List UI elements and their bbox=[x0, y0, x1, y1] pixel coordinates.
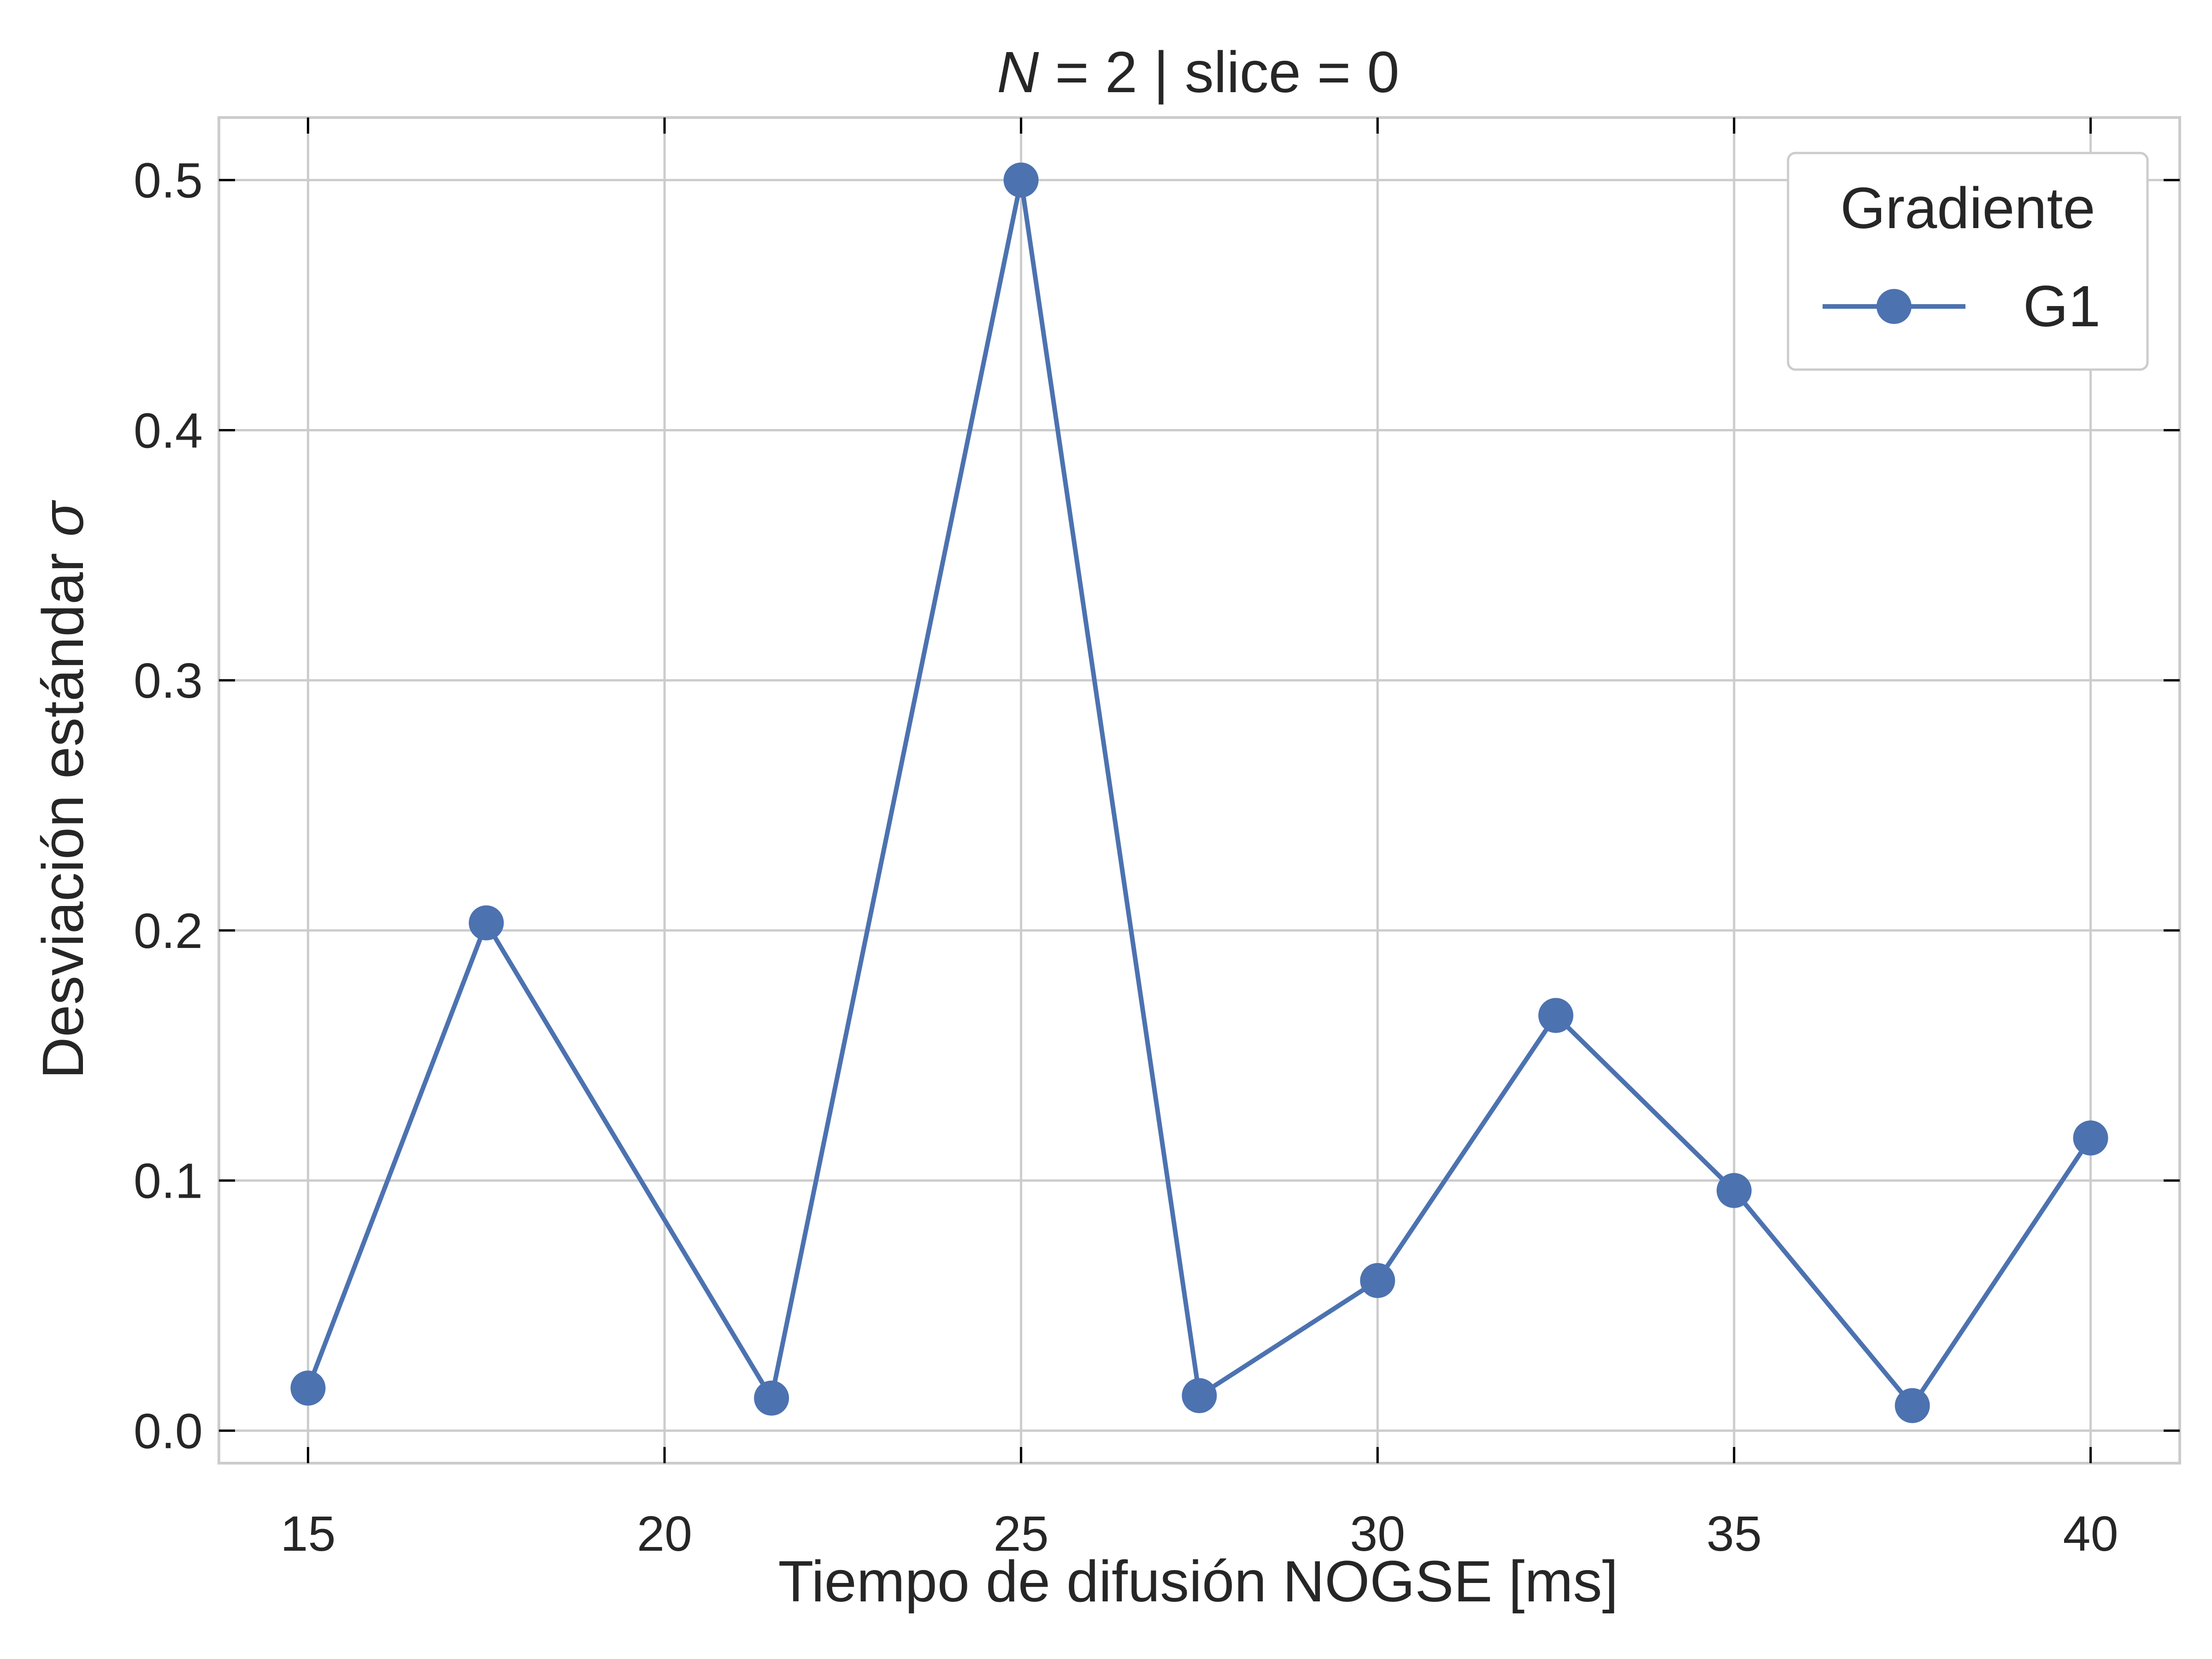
y-tick-label: 0.2 bbox=[134, 903, 203, 959]
data-point-g1 bbox=[1894, 1388, 1930, 1424]
chart-title-variable: N bbox=[997, 40, 1039, 105]
x-tick-label: 35 bbox=[1706, 1506, 1762, 1561]
tick-marks bbox=[219, 118, 2180, 1463]
series-layer bbox=[290, 162, 2108, 1424]
y-tick-labels: 0.0 0.1 0.2 0.3 0.4 0.5 bbox=[134, 153, 203, 1459]
data-point-g1 bbox=[1716, 1173, 1752, 1208]
y-axis-label: Desviación estándar σ bbox=[30, 500, 95, 1079]
data-point-g1 bbox=[1360, 1263, 1395, 1298]
chart-title: N = 2 | slice = 0 bbox=[997, 40, 1399, 105]
chart-title-rest: = 2 | slice = 0 bbox=[1039, 40, 1399, 105]
data-point-g1 bbox=[290, 1371, 326, 1406]
x-tick-label: 15 bbox=[280, 1506, 335, 1561]
legend-box bbox=[1787, 152, 2149, 371]
data-point-g1 bbox=[1538, 998, 1574, 1033]
y-tick-label: 0.3 bbox=[134, 653, 203, 708]
x-tick-label: 40 bbox=[2063, 1506, 2118, 1561]
data-point-g1 bbox=[1182, 1378, 1217, 1413]
data-point-g1 bbox=[754, 1380, 789, 1416]
data-point-g1 bbox=[1003, 162, 1039, 198]
y-tick-label: 0.5 bbox=[134, 153, 203, 208]
x-tick-label: 20 bbox=[637, 1506, 692, 1561]
x-tick-label: 30 bbox=[1350, 1506, 1405, 1561]
y-tick-label: 0.0 bbox=[134, 1403, 203, 1459]
x-tick-label: 25 bbox=[994, 1506, 1049, 1561]
x-axis-label: Tiempo de difusión NOGSE [ms] bbox=[778, 1549, 1618, 1614]
plot-frame bbox=[218, 116, 2181, 1465]
y-tick-label: 0.1 bbox=[134, 1153, 203, 1209]
data-point-g1 bbox=[469, 905, 504, 941]
legend-title: Gradiente bbox=[1840, 176, 2095, 241]
y-tick-label: 0.4 bbox=[134, 402, 203, 458]
legend: Gradiente G1 bbox=[1787, 152, 2149, 371]
y-axis-label-symbol: σ bbox=[30, 500, 95, 537]
legend-label-g1: G1 bbox=[2023, 274, 2100, 339]
x-tick-labels: 15 20 25 30 35 40 bbox=[280, 1506, 2118, 1561]
y-axis-label-text: Desviación estándar bbox=[30, 537, 95, 1079]
legend-marker-g1 bbox=[1877, 289, 1912, 324]
series-line-g1 bbox=[306, 177, 2093, 1408]
data-point-g1 bbox=[2073, 1120, 2108, 1156]
